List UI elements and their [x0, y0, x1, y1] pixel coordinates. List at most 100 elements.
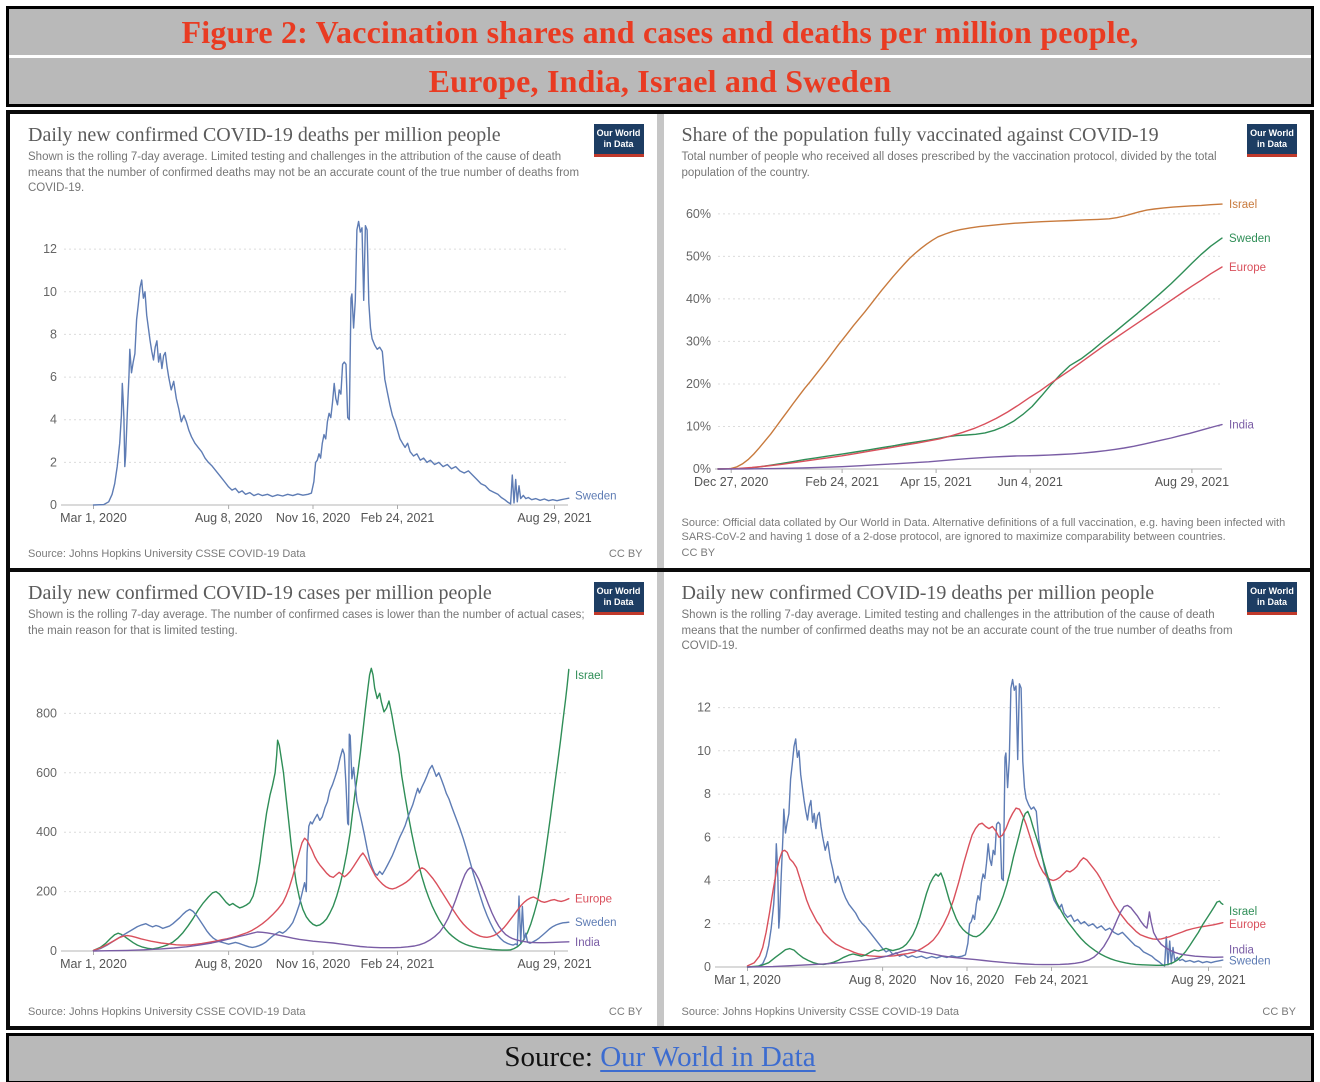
- owid-logo-line1: Our World: [1250, 586, 1294, 596]
- svg-text:0: 0: [704, 960, 711, 974]
- svg-text:Jun 4, 2021: Jun 4, 2021: [997, 475, 1062, 489]
- chart-source: Source: Official data collated by Our Wo…: [681, 517, 1286, 544]
- svg-text:India: India: [575, 937, 601, 949]
- svg-text:Aug 8, 2020: Aug 8, 2020: [195, 511, 262, 525]
- svg-text:Israel: Israel: [1229, 199, 1257, 211]
- svg-text:8: 8: [50, 327, 57, 341]
- svg-text:Aug 29, 2021: Aug 29, 2021: [517, 957, 591, 971]
- owid-logo: Our World in Data: [593, 124, 644, 157]
- chart-license: CC BY: [681, 546, 716, 559]
- chart-subtitle: Shown is the rolling 7-day average. The …: [28, 609, 585, 637]
- svg-text:0: 0: [50, 498, 57, 512]
- chart-license: CC BY: [608, 548, 643, 560]
- owid-logo-line1: Our World: [596, 128, 641, 138]
- owid-logo-line1: Our World: [1250, 128, 1294, 138]
- svg-text:Aug 8, 2020: Aug 8, 2020: [848, 973, 915, 987]
- chart-source: Source: Johns Hopkins University CSSE CO…: [28, 1006, 306, 1018]
- svg-text:Feb 24, 2021: Feb 24, 2021: [805, 475, 879, 489]
- svg-text:60%: 60%: [685, 207, 710, 221]
- chart-footer: Source: Johns Hopkins University CSSE CO…: [28, 548, 643, 560]
- svg-text:Aug 29, 2021: Aug 29, 2021: [517, 511, 591, 525]
- svg-text:Apr 15, 2021: Apr 15, 2021: [900, 475, 972, 489]
- svg-text:Aug 29, 2021: Aug 29, 2021: [1171, 973, 1245, 987]
- svg-text:Israel: Israel: [575, 670, 603, 682]
- svg-text:Feb 24, 2021: Feb 24, 2021: [361, 957, 435, 971]
- svg-text:0: 0: [50, 944, 57, 958]
- svg-text:600: 600: [36, 766, 57, 780]
- title-divider: [9, 55, 1311, 58]
- svg-text:4: 4: [50, 412, 57, 426]
- svg-text:12: 12: [697, 700, 711, 714]
- svg-text:12: 12: [43, 242, 57, 256]
- svg-text:Sweden: Sweden: [1229, 233, 1271, 245]
- owid-logo-line2: in Data: [603, 597, 634, 608]
- owid-logo: Our World in Data: [1247, 124, 1297, 157]
- svg-text:Feb 24, 2021: Feb 24, 2021: [1014, 973, 1088, 987]
- svg-text:Israel: Israel: [1229, 905, 1257, 917]
- charts-grid: Daily new confirmed COVID-19 deaths per …: [6, 110, 1314, 1030]
- svg-text:10: 10: [697, 743, 711, 757]
- svg-text:50%: 50%: [685, 249, 710, 263]
- chart-license: CC BY: [1262, 1006, 1296, 1018]
- figure-title-line2: Europe, India, Israel and Sweden: [428, 63, 892, 99]
- svg-text:30%: 30%: [685, 334, 710, 348]
- svg-text:Mar 1, 2020: Mar 1, 2020: [714, 973, 781, 987]
- owid-logo-line2: in Data: [603, 139, 634, 150]
- chart-panel-vaccination-share: Share of the population fully vaccinated…: [663, 114, 1310, 568]
- deaths-all-line-chart: 0 2 4 6 8 10 12 Mar 1, 2020 Aug 8, 2020 Nov 16, 2…: [697, 678, 1271, 987]
- chart-subtitle: Shown is the rolling 7-day average. Limi…: [28, 151, 580, 195]
- owid-logo: Our World in Data: [593, 582, 644, 615]
- svg-text:India: India: [1229, 944, 1255, 956]
- svg-text:Europe: Europe: [1229, 918, 1266, 930]
- owid-logo-line2: in Data: [1256, 597, 1287, 608]
- figure-source-prefix: Source:: [504, 1041, 601, 1073]
- svg-text:Aug 29, 2021: Aug 29, 2021: [1154, 475, 1228, 489]
- chart-footer: Source: Johns Hopkins University CSSE CO…: [28, 1006, 643, 1018]
- svg-text:200: 200: [36, 885, 57, 899]
- svg-text:6: 6: [704, 830, 711, 844]
- svg-text:Feb 24, 2021: Feb 24, 2021: [361, 511, 435, 525]
- vaccination-share-line-chart: 0% 10% 20% 30% 40% 50% 60% Dec 27, 2020 Feb 24, …: [685, 199, 1271, 489]
- svg-text:400: 400: [36, 825, 57, 839]
- svg-text:Mar 1, 2020: Mar 1, 2020: [60, 511, 127, 525]
- svg-text:4: 4: [704, 873, 711, 887]
- chart-title: Daily new confirmed COVID-19 deaths per …: [28, 124, 501, 146]
- svg-text:8: 8: [704, 787, 711, 801]
- svg-text:Sweden: Sweden: [575, 917, 617, 929]
- owid-logo-line2: in Data: [1256, 139, 1287, 150]
- chart-subtitle: Total number of people who received all …: [681, 151, 1217, 179]
- chart-license: CC BY: [608, 1006, 643, 1018]
- svg-text:Europe: Europe: [1229, 262, 1266, 274]
- charts-row-bottom: Daily new confirmed COVID-19 cases per m…: [10, 572, 1310, 1026]
- chart-title: Daily new confirmed COVID-19 deaths per …: [681, 582, 1155, 604]
- chart-footer: Source: Johns Hopkins University CSSE CO…: [682, 1006, 1297, 1018]
- figure-title-line1: Figure 2: Vaccination shares and cases a…: [181, 14, 1139, 50]
- owid-logo: Our World in Data: [1247, 582, 1297, 615]
- svg-text:Sweden: Sweden: [575, 490, 617, 502]
- svg-text:800: 800: [36, 706, 57, 720]
- svg-text:Dec 27, 2020: Dec 27, 2020: [694, 475, 768, 489]
- owid-logo-line1: Our World: [596, 586, 641, 596]
- svg-text:India: India: [1229, 420, 1255, 432]
- charts-row-top: Daily new confirmed COVID-19 deaths per …: [10, 114, 1310, 568]
- svg-text:10%: 10%: [685, 420, 710, 434]
- chart-footer: Source: Official data collated by Our Wo…: [682, 516, 1297, 560]
- cases-line-chart: 0 200 400 600 800 Mar 1, 2020 Aug 8, 2020 Nov 1…: [36, 667, 617, 971]
- deaths-sweden-line-chart: 0 2 4 6 8 10 12 Mar 1, 2020 Aug 8, 2020 Nov 16, 2…: [43, 220, 617, 525]
- svg-text:Mar 1, 2020: Mar 1, 2020: [60, 957, 127, 971]
- svg-text:6: 6: [50, 370, 57, 384]
- svg-text:2: 2: [50, 455, 57, 469]
- svg-text:20%: 20%: [685, 377, 710, 391]
- chart-title: Share of the population fully vaccinated…: [681, 124, 1159, 146]
- chart-panel-cases: Daily new confirmed COVID-19 cases per m…: [10, 572, 657, 1026]
- svg-text:Nov 16, 2020: Nov 16, 2020: [276, 957, 350, 971]
- chart-panel-deaths-all: Daily new confirmed COVID-19 deaths per …: [663, 572, 1310, 1026]
- svg-text:Aug 8, 2020: Aug 8, 2020: [195, 957, 262, 971]
- figure-source-link[interactable]: Our World in Data: [600, 1041, 816, 1073]
- svg-text:Sweden: Sweden: [1229, 955, 1271, 967]
- svg-text:10: 10: [43, 284, 57, 298]
- chart-source: Source: Johns Hopkins University CSSE CO…: [28, 548, 306, 560]
- chart-title: Daily new confirmed COVID-19 cases per m…: [28, 582, 492, 604]
- svg-text:Nov 16, 2020: Nov 16, 2020: [929, 973, 1003, 987]
